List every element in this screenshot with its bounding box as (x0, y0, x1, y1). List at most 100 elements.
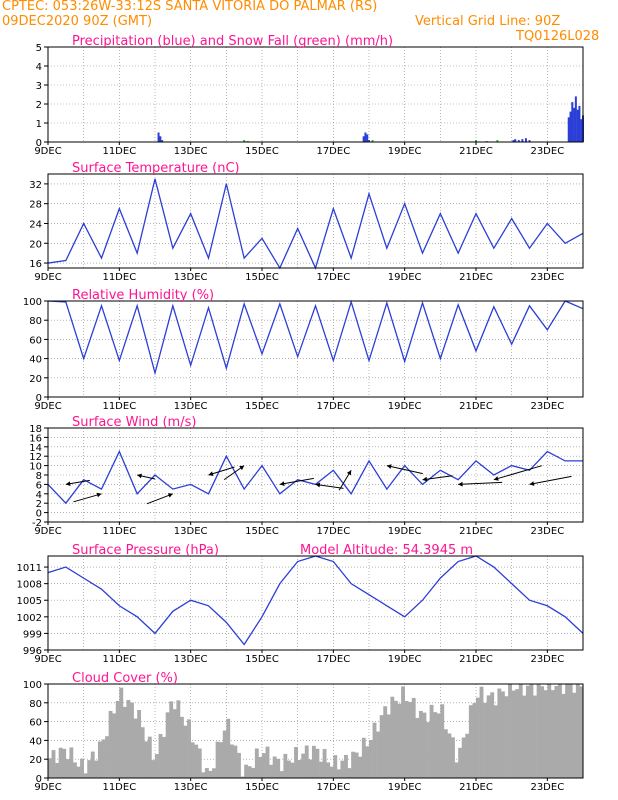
cloud-bar (333, 755, 338, 778)
y-tick-label: 100 (23, 680, 42, 691)
cloud-bar (194, 744, 199, 778)
y-tick-label: 0 (36, 393, 42, 404)
panel-frame (47, 46, 584, 143)
precip-bar (157, 132, 160, 142)
cloud-bar (269, 764, 273, 778)
cloud-bar (543, 690, 548, 778)
cloud-bar (215, 741, 220, 778)
y-tick-label: 80 (29, 316, 42, 327)
cloud-bar (575, 684, 580, 778)
panel-5: 0 20 40 60 80 100 Cloud Cover (%) 9DEC 11DEC 13DE… (23, 671, 584, 793)
cloud-bar (294, 746, 298, 778)
cloud-bar (290, 762, 295, 778)
cloud-bar (547, 684, 552, 778)
cloud-bar (226, 718, 231, 778)
cloud-bar (440, 704, 445, 778)
cloud-bar (80, 758, 84, 778)
cloud-bar (529, 684, 534, 778)
x-tick-label: 9DEC (34, 526, 61, 537)
cloud-bar (508, 684, 512, 778)
cloud-bar (408, 701, 413, 778)
y-tick-label: 40 (29, 736, 42, 747)
cloud-bar (197, 748, 202, 778)
cloud-bar (254, 748, 259, 778)
precip-bar (580, 119, 583, 142)
x-tick-label: 11DEC (102, 272, 136, 283)
cloud-bar (244, 764, 249, 778)
cloud-bar (372, 722, 377, 778)
cloud-bar (336, 769, 341, 778)
cloud-bar (422, 712, 427, 778)
y-tick-label: 996 (23, 646, 42, 657)
cloud-bar (454, 762, 459, 778)
x-tick-label: 23DEC (530, 401, 564, 412)
x-tick-label: 19DEC (388, 146, 422, 157)
y-tick-label: 60 (29, 335, 42, 346)
x-tick-label: 21DEC (459, 782, 493, 793)
wind-arrow (422, 475, 453, 481)
cloud-bar (558, 684, 562, 778)
wind-arrow-head (137, 473, 142, 479)
cloud-bar (55, 762, 59, 778)
x-tick-label: 19DEC (388, 526, 422, 537)
y-tick-label: 14 (29, 443, 42, 454)
y-tick-label: 10 (29, 462, 42, 473)
y-tick-label: 16 (29, 433, 42, 444)
cloud-bar (265, 746, 270, 778)
x-tick-label: 13DEC (174, 401, 208, 412)
cloud-bar (87, 760, 92, 778)
cloud-bar (62, 748, 67, 778)
wind-arrow (529, 475, 572, 485)
cloud-bar (176, 700, 181, 778)
y-tick-label: 999 (23, 629, 42, 640)
cloud-bar (201, 772, 206, 778)
cloud-bar (147, 736, 152, 778)
precip-bar (512, 140, 515, 142)
x-tick-label: 23DEC (530, 654, 564, 665)
cloud-bar (426, 722, 430, 778)
y-tick-label: 18 (29, 424, 42, 435)
cloud-bar (461, 737, 466, 778)
cloud-bar (247, 766, 252, 778)
cloud-bar (308, 759, 313, 778)
wind-arrow-head (422, 476, 428, 482)
cloud-bar (48, 758, 52, 778)
precip-bar (366, 134, 369, 142)
cloud-bar (222, 730, 227, 778)
cloud-bar (404, 700, 409, 778)
cloud-bar (233, 745, 238, 778)
cloud-bar (511, 690, 516, 778)
cloud-bar (126, 700, 131, 778)
cloud-bar (311, 745, 316, 778)
wind-arrow (386, 465, 423, 475)
panel-frame (47, 683, 584, 779)
x-tick-label: 17DEC (316, 654, 350, 665)
precip-bar (567, 117, 570, 142)
cloud-bar (258, 757, 263, 778)
cloud-bar (483, 702, 487, 778)
cloud-bar (322, 749, 327, 778)
cloud-bar (219, 742, 224, 778)
cloud-bar (490, 692, 495, 778)
cloud-bar (386, 714, 391, 778)
precip-bar (517, 140, 520, 142)
cloud-bar (286, 760, 291, 778)
precip-bar (574, 96, 577, 142)
x-tick-label: 15DEC (245, 526, 279, 537)
cloud-bar (376, 731, 380, 778)
y-tick-label: 4 (36, 62, 42, 73)
cloud-bar (72, 762, 77, 778)
cloud-bar (347, 768, 352, 778)
cloud-bar (540, 686, 545, 778)
cloud-bar (369, 739, 373, 778)
cloud-bar (155, 754, 159, 778)
x-tick-label: 13DEC (174, 782, 208, 793)
y-tick-label: 60 (29, 718, 42, 729)
panel-title: Relative Humidity (%) (72, 288, 214, 303)
cloud-bar (451, 737, 455, 778)
cloud-bar (94, 760, 99, 778)
cloud-bar (172, 709, 177, 778)
panel-2: 0 20 40 60 80 100 Relative Humidity (%) 9DEC 11D… (23, 288, 584, 412)
cloud-bar (358, 756, 363, 778)
